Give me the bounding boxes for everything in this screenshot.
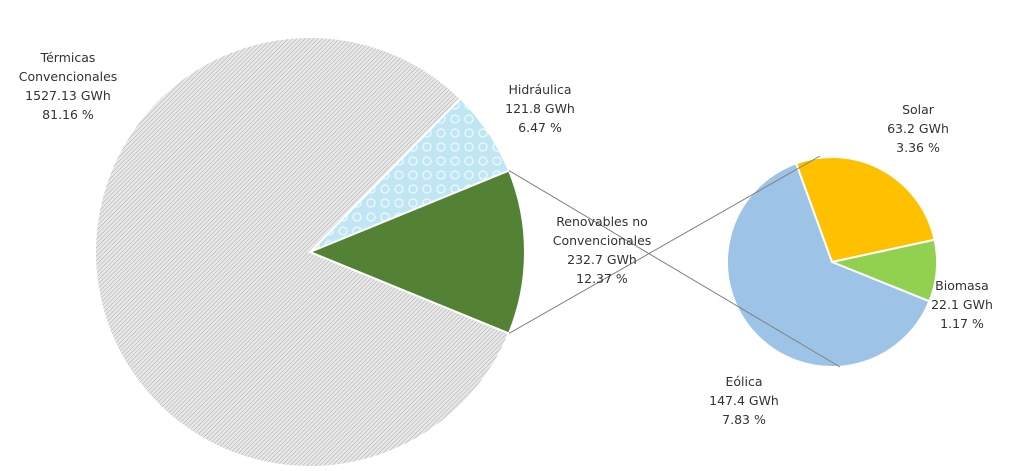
- slice-name: Hidráulica: [508, 82, 572, 97]
- slice-value: 147.4 GWh: [709, 393, 779, 408]
- slice-value: 6.47 %: [518, 120, 562, 135]
- slice-value: 63.2 GWh: [887, 121, 949, 136]
- pie-slice: [726, 162, 931, 368]
- slice-value: 3.36 %: [896, 140, 940, 155]
- slice-value: 232.7 GWh: [567, 252, 637, 267]
- pie-slice: [794, 156, 936, 264]
- slice-value: 7.83 %: [722, 412, 766, 427]
- slice-label: Hidráulica 121.8 GWh 6.47 %: [505, 80, 575, 137]
- slice-name: Eólica: [725, 374, 763, 389]
- slice-name: Renovables no Convencionales: [552, 214, 652, 248]
- slice-value: 22.1 GWh: [931, 297, 993, 312]
- slice-value: 121.8 GWh: [505, 101, 575, 116]
- connector-line: [508, 155, 821, 334]
- slice-label: Renovables no Convencionales 232.7 GWh 12.…: [553, 212, 652, 288]
- slice-label: Térmicas Convencionales 1527.13 GWh 81.16 …: [19, 48, 118, 124]
- slice-name: Térmicas Convencionales: [18, 50, 118, 84]
- slice-name: Solar: [902, 102, 934, 117]
- pie-slice: [307, 169, 526, 335]
- slice-name: Biomasa: [935, 278, 989, 293]
- slice-value: 12.37 %: [576, 271, 628, 286]
- connector-line: [508, 170, 841, 368]
- slice-value: 1.17 %: [940, 316, 984, 331]
- slice-value: 81.16 %: [42, 107, 94, 122]
- slice-label: Biomasa 22.1 GWh 1.17 %: [931, 276, 993, 333]
- slice-value: 1527.13 GWh: [25, 88, 111, 103]
- slice-label: Solar 63.2 GWh 3.36 %: [887, 100, 949, 157]
- slice-label: Eólica 147.4 GWh 7.83 %: [709, 372, 779, 429]
- pie-slice: [94, 36, 511, 468]
